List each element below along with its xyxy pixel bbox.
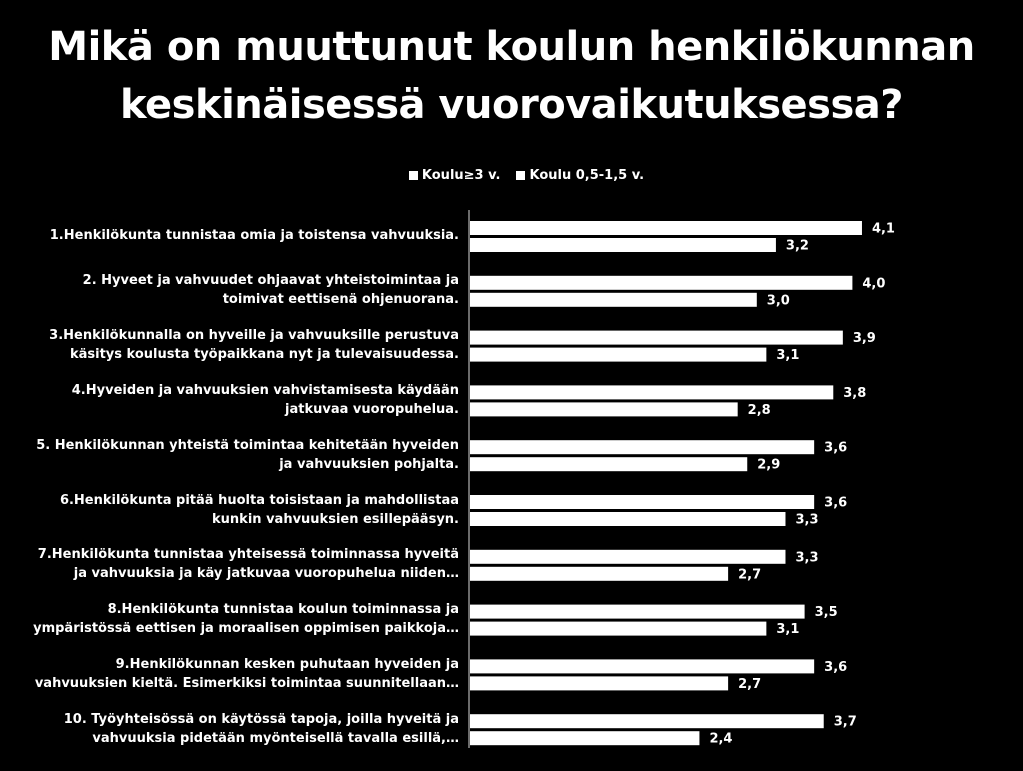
category-label-3-line-1: 3.Henkilökunnalla on hyveille ja vahvuuk… <box>49 328 459 344</box>
category-label-9-line-2: vahvuuksien kieltä. Esimerkiksi toiminta… <box>34 675 459 691</box>
category-label-8: 8.Henkilökunta tunnistaa koulun toiminna… <box>19 600 459 638</box>
legend-item-series-2: Koulu 0,5-1,5 v. <box>516 168 644 183</box>
legend-swatch-series-1 <box>408 171 418 180</box>
data-label-series-1-item-8: 3,5 <box>815 605 838 620</box>
data-label-series-2-item-8: 3,1 <box>776 622 799 637</box>
category-label-4-line-2: jatkuvaa vuoropuhelua. <box>285 401 459 417</box>
data-label-series-2-item-2: 3,0 <box>767 293 790 308</box>
category-label-6-line-2: kunkin vahvuuksien esillepääsyn. <box>212 511 459 527</box>
category-label-3-line-2: käsitys koulusta työpaikkana nyt ja tule… <box>69 347 459 363</box>
data-label-series-2-item-5: 2,9 <box>757 458 780 473</box>
category-label-1-line-1: 1.Henkilökunta tunnistaa omia ja toisten… <box>49 228 459 243</box>
category-label-10-line-1: 10. Työyhteisössä on käytössä tapoja, jo… <box>63 711 459 727</box>
bar-series-2-item-3 <box>470 347 767 362</box>
category-label-7-line-1: 7.Henkilökunta tunnistaa yhteisessä toim… <box>37 547 459 563</box>
legend-label-series-1: Koulu≥3 v. <box>421 168 501 183</box>
category-label-2-line-2: toimivat eettisenä ohjenuorana. <box>222 292 459 308</box>
bar-series-1-item-6 <box>470 495 815 509</box>
category-label-8-line-2: ympäristössä eettisen ja moraalisen oppi… <box>33 621 459 637</box>
data-label-series-1-item-6: 3,6 <box>824 496 847 511</box>
bar-series-1-item-10 <box>470 714 824 729</box>
bar-series-2-item-5 <box>470 457 748 472</box>
category-label-9-line-1: 9.Henkilökunnan kesken puhutaan hyveiden… <box>115 656 459 672</box>
bar-series-1-item-1 <box>470 221 862 235</box>
chart-title: Mikä on muuttunut koulun henkilökunnan k… <box>0 18 1023 134</box>
bar-series-1-item-2 <box>470 275 853 290</box>
category-label-7: 7.Henkilökunta tunnistaa yhteisessä toim… <box>19 545 459 583</box>
category-label-6-line-1: 6.Henkilökunta pitää huolta toisistaan j… <box>59 492 459 508</box>
category-label-10: 10. Työyhteisössä on käytössä tapoja, jo… <box>19 710 459 748</box>
bar-series-1-item-8 <box>470 604 805 619</box>
data-label-series-2-item-1: 3,2 <box>786 239 809 254</box>
data-label-series-1-item-1: 4,1 <box>872 222 895 237</box>
legend-item-series-1: Koulu≥3 v. <box>408 168 501 183</box>
bar-series-2-item-6 <box>470 512 786 526</box>
data-label-series-1-item-9: 3,6 <box>824 660 847 675</box>
legend-swatch-series-2 <box>516 171 526 180</box>
bar-series-2-item-8 <box>470 621 767 636</box>
bar-series-2-item-4 <box>470 402 738 417</box>
data-label-series-2-item-7: 2,7 <box>738 567 761 582</box>
chart-title-line-1: Mikä on muuttunut koulun henkilökunnan <box>48 24 975 70</box>
category-label-6: 6.Henkilökunta pitää huolta toisistaan j… <box>19 491 459 529</box>
data-label-series-2-item-10: 2,4 <box>709 732 732 747</box>
bar-series-1-item-9 <box>470 659 815 674</box>
category-label-5-line-2: ja vahvuuksien pohjalta. <box>279 456 459 472</box>
bar-series-2-item-9 <box>470 676 729 691</box>
legend: Koulu≥3 v. Koulu 0,5-1,5 v. <box>0 168 1023 183</box>
data-label-series-2-item-3: 3,1 <box>776 348 799 363</box>
chart-title-line-2: keskinäisessä vuorovaikutuksessa? <box>120 82 903 128</box>
category-label-3: 3.Henkilökunnalla on hyveille ja vahvuuk… <box>19 326 459 364</box>
data-label-series-2-item-6: 3,3 <box>795 513 818 528</box>
category-label-5-line-1: 5. Henkilökunnan yhteistä toimintaa kehi… <box>36 437 459 453</box>
bar-series-2-item-1 <box>470 238 776 252</box>
category-label-2-line-1: 2. Hyveet ja vahvuudet ohjaavat yhteisto… <box>82 273 459 289</box>
legend-label-series-2: Koulu 0,5-1,5 v. <box>529 168 645 183</box>
bar-series-1-item-3 <box>470 330 843 345</box>
data-label-series-1-item-3: 3,9 <box>853 331 876 346</box>
category-label-2: 2. Hyveet ja vahvuudet ohjaavat yhteisto… <box>19 271 459 309</box>
bar-series-2-item-2 <box>470 292 757 307</box>
data-label-series-1-item-10: 3,7 <box>834 715 857 730</box>
category-label-4-line-1: 4.Hyveiden ja vahvuuksien vahvistamisest… <box>71 382 459 398</box>
bar-series-2-item-10 <box>470 731 700 746</box>
category-label-5: 5. Henkilökunnan yhteistä toimintaa kehi… <box>19 436 459 474</box>
data-label-series-1-item-7: 3,3 <box>795 550 818 565</box>
data-label-series-1-item-2: 4,0 <box>862 276 885 291</box>
bar-series-1-item-5 <box>470 440 815 455</box>
category-label-9: 9.Henkilökunnan kesken puhutaan hyveiden… <box>19 655 459 693</box>
data-label-series-1-item-5: 3,6 <box>824 441 847 456</box>
category-label-8-line-1: 8.Henkilökunta tunnistaa koulun toiminna… <box>107 602 459 618</box>
data-label-series-2-item-4: 2,8 <box>748 403 771 418</box>
data-label-series-1-item-4: 3,8 <box>843 386 866 401</box>
bar-series-2-item-7 <box>470 566 729 581</box>
category-label-4: 4.Hyveiden ja vahvuuksien vahvistamisest… <box>19 381 459 419</box>
category-label-7-line-2: ja vahvuuksia ja käy jatkuvaa vuoropuhel… <box>73 566 459 582</box>
category-label-10-line-2: vahvuuksia pidetään myönteisellä tavalla… <box>92 730 459 746</box>
category-label-1: 1.Henkilökunta tunnistaa omia ja toisten… <box>19 226 459 245</box>
bar-series-1-item-4 <box>470 385 834 400</box>
data-label-series-2-item-9: 2,7 <box>738 677 761 692</box>
bar-series-1-item-7 <box>470 549 786 564</box>
